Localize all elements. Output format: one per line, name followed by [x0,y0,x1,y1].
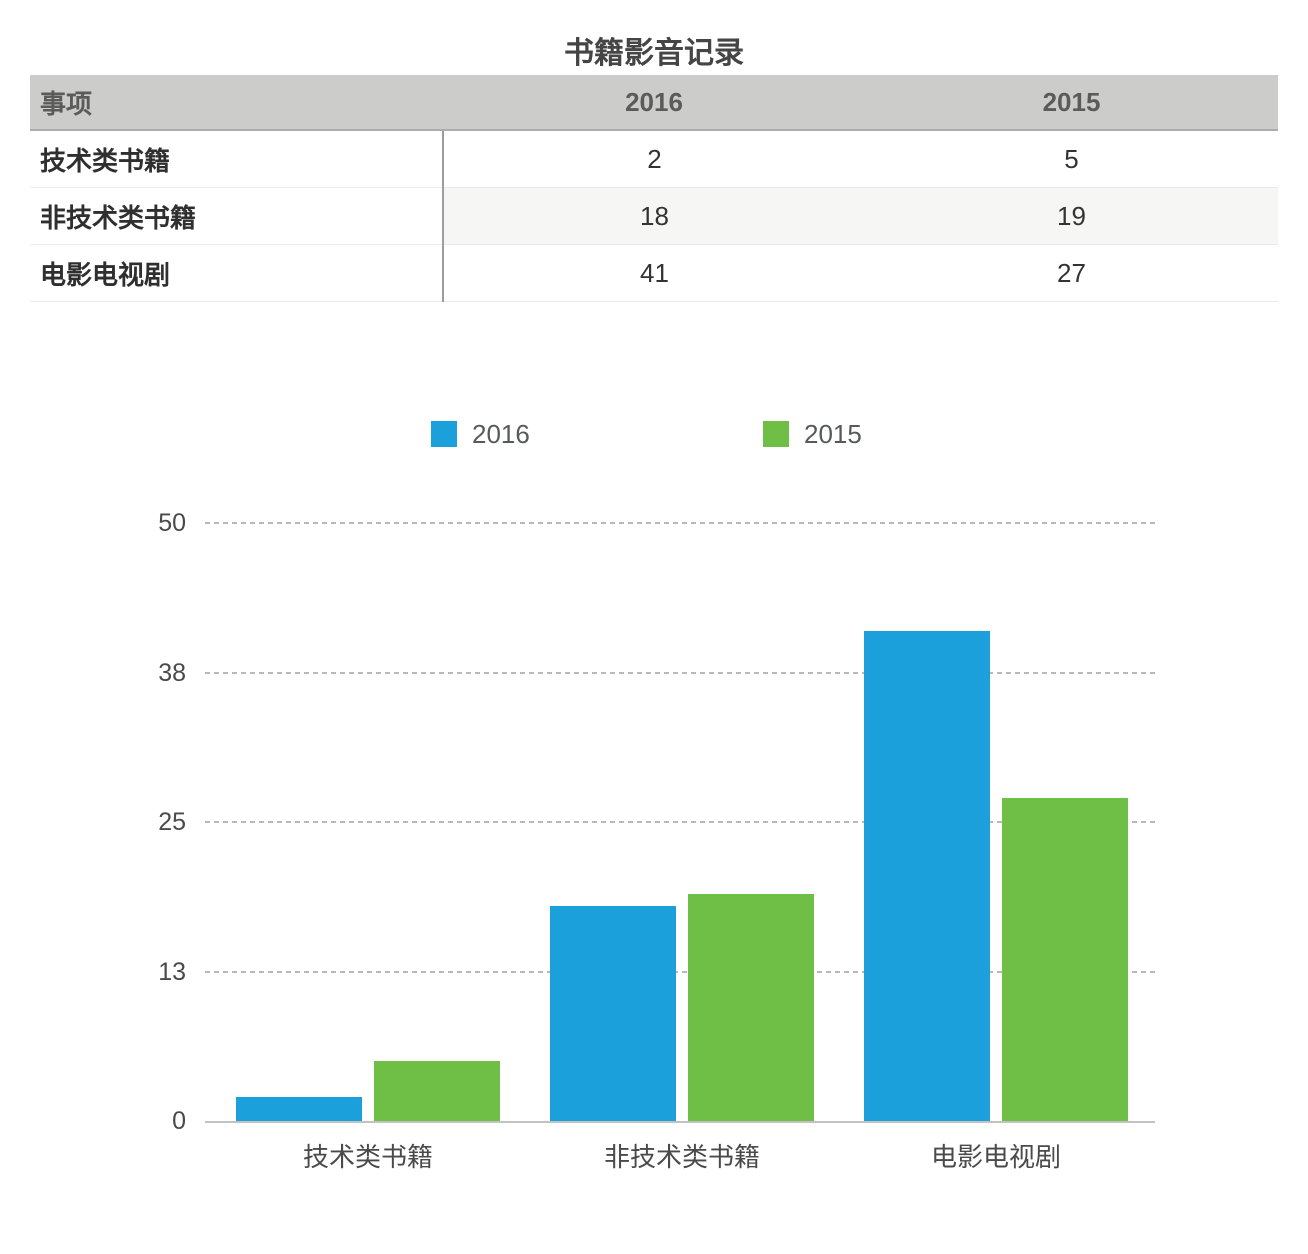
gridline-38 [205,671,1155,674]
gridline-13 [205,970,1155,973]
bar-2015-电影电视剧 [1002,798,1128,1121]
y-tick-label: 38 [158,658,186,687]
row-label: 电影电视剧 [30,244,444,302]
y-tick-label: 50 [158,509,186,537]
legend-item-2016[interactable]: 2016 [431,421,530,447]
table-row: 技术类书籍 2 5 [30,130,1278,188]
category-label-电影电视剧: 电影电视剧 [930,1142,1061,1172]
gridline-50 [205,522,1155,524]
bar-2015-技术类书籍 [374,1061,500,1121]
table-row: 电影电视剧 41 27 [30,244,1278,302]
cell-2015: 27 [865,244,1278,302]
bar-2016-技术类书籍 [236,1097,362,1121]
legend-label: 2015 [804,419,862,449]
gridline-25 [205,821,1155,823]
cell-2015: 19 [865,187,1278,245]
page-title: 书籍影音记录 [564,37,744,70]
table-header-row: 事项 2016 2015 [30,75,1278,131]
cell-2016: 2 [443,130,865,188]
bar-2015-非技术类书籍 [688,894,814,1121]
y-tick-label: 13 [158,957,186,986]
column-header-2016: 2016 [443,75,865,131]
row-label: 非技术类书籍 [30,187,444,245]
row-label: 技术类书籍 [30,130,444,188]
cell-2015: 5 [865,130,1278,188]
y-tick-label: 25 [158,808,186,836]
legend-label: 2016 [472,419,530,449]
legend-swatch-icon [763,421,789,447]
plot-area: 0 13 25 38 50 [158,509,1155,1135]
records-table: 事项 2016 2015 技术类书籍 2 5 非技术类书籍 18 19 电影电视… [30,75,1278,302]
legend-swatch-icon [431,421,457,447]
bar-2016-电影电视剧 [864,631,990,1121]
cell-2016: 41 [443,244,865,302]
category-label-技术类书籍: 技术类书籍 [302,1142,433,1172]
table-row: 非技术类书籍 18 19 [30,187,1278,245]
category-label-非技术类书籍: 非技术类书籍 [603,1142,760,1172]
y-tick-label: 0 [172,1107,186,1135]
cell-2016: 18 [443,187,865,245]
column-header-item: 事项 [30,75,443,131]
bar-2016-非技术类书籍 [550,906,676,1121]
legend-item-2015[interactable]: 2015 [763,421,862,447]
column-header-2015: 2015 [865,75,1278,131]
